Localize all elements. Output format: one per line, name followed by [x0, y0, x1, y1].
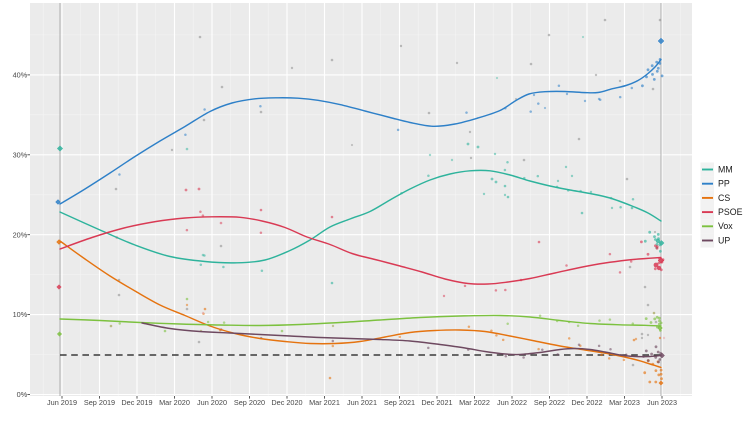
svg-text:0%: 0%	[17, 390, 28, 399]
svg-text:CS: CS	[718, 193, 730, 203]
svg-text:PP: PP	[718, 179, 730, 189]
svg-text:Jun 2020: Jun 2020	[197, 398, 227, 407]
svg-text:PSOE: PSOE	[718, 207, 743, 217]
svg-text:20%: 20%	[13, 230, 28, 239]
svg-text:Jun 2023: Jun 2023	[647, 398, 677, 407]
svg-text:Mar 2020: Mar 2020	[159, 398, 190, 407]
svg-text:MM: MM	[718, 164, 733, 174]
svg-text:40%: 40%	[13, 71, 28, 80]
svg-text:Vox: Vox	[718, 221, 733, 231]
svg-text:Mar 2021: Mar 2021	[309, 398, 340, 407]
svg-text:Mar 2022: Mar 2022	[459, 398, 490, 407]
svg-text:Jun 2022: Jun 2022	[497, 398, 527, 407]
svg-text:Dec 2022: Dec 2022	[571, 398, 602, 407]
svg-text:Jun 2019: Jun 2019	[47, 398, 77, 407]
svg-text:Sep 2019: Sep 2019	[84, 398, 115, 407]
svg-text:10%: 10%	[13, 310, 28, 319]
svg-text:Sep 2021: Sep 2021	[384, 398, 415, 407]
svg-text:Dec 2021: Dec 2021	[421, 398, 452, 407]
svg-text:Mar 2023: Mar 2023	[609, 398, 640, 407]
svg-text:30%: 30%	[13, 150, 28, 159]
svg-text:Sep 2022: Sep 2022	[534, 398, 565, 407]
svg-text:Sep 2020: Sep 2020	[234, 398, 265, 407]
svg-text:Dec 2020: Dec 2020	[271, 398, 302, 407]
svg-text:Jun 2021: Jun 2021	[347, 398, 377, 407]
svg-text:UP: UP	[718, 235, 730, 245]
svg-text:Dec 2019: Dec 2019	[121, 398, 152, 407]
